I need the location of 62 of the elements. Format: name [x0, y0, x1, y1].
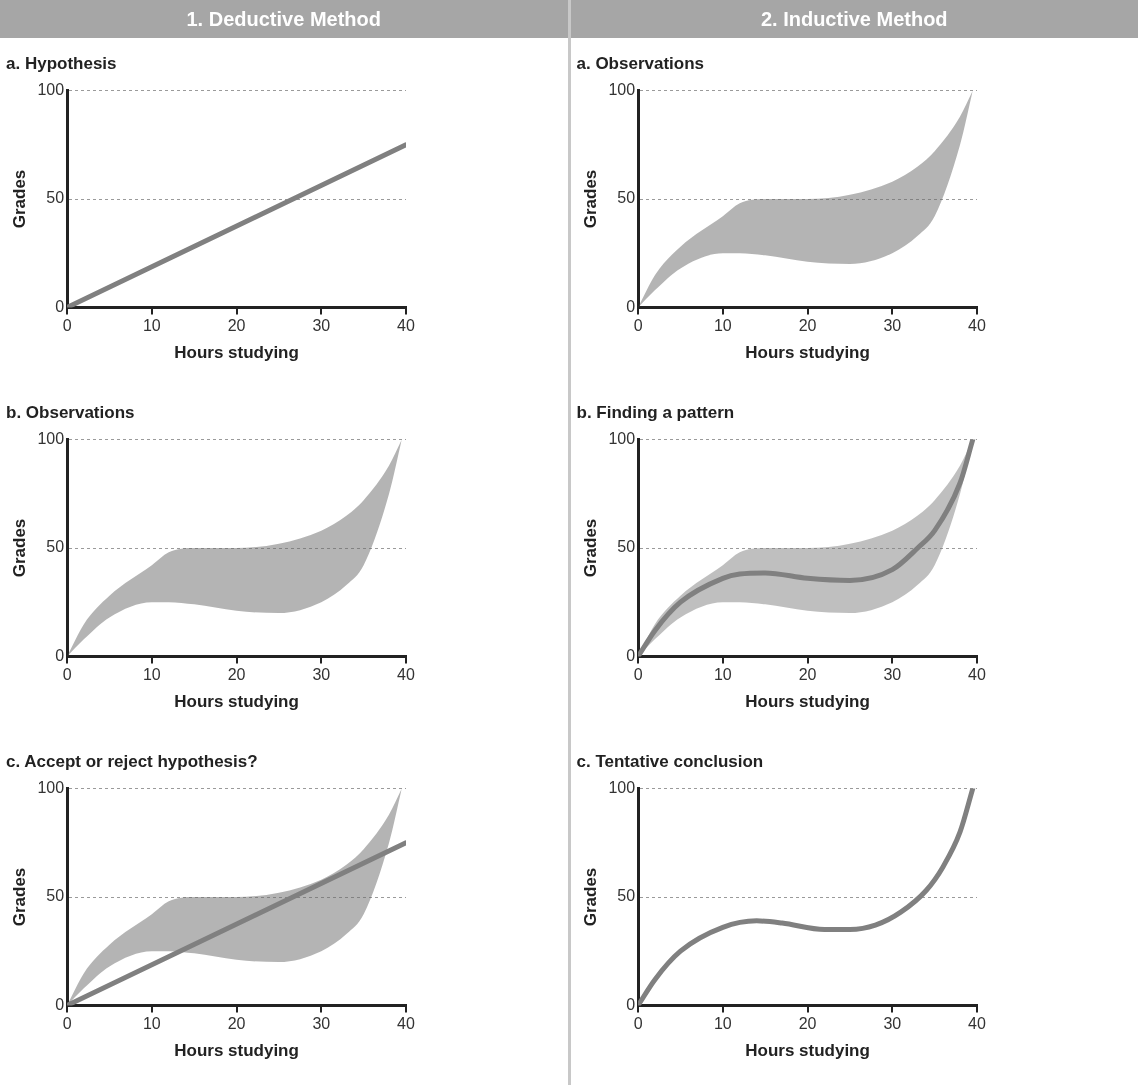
x-tick-label: 10 — [142, 666, 161, 684]
text: 2. Inductive Method — [570, 0, 1138, 38]
x-tick-label: 40 — [967, 317, 986, 335]
x-axis-title: Hours studying — [174, 1041, 299, 1061]
x-tick-label: 30 — [312, 317, 331, 335]
y-tick-label: 50 — [616, 887, 635, 905]
y-axis-title: Grades — [580, 867, 600, 927]
x-tick-label: 40 — [397, 317, 415, 335]
y-tick-label: 100 — [37, 430, 65, 448]
y-axis-title: Grades — [580, 169, 600, 229]
x-tick-label: 20 — [798, 1015, 817, 1033]
chart-title: a. Hypothesis — [6, 54, 118, 74]
x-tick-label: 10 — [142, 317, 161, 335]
y-tick-label: 50 — [616, 189, 635, 207]
y-axis-title: Grades — [9, 169, 29, 229]
x-tick-label: 40 — [967, 1015, 986, 1033]
x-tick-label: 20 — [227, 1015, 246, 1033]
y-tick-label: 0 — [625, 646, 635, 664]
y-tick-label: 100 — [37, 779, 65, 797]
x-tick-label: 20 — [798, 666, 817, 684]
x-tick-label: 20 — [227, 666, 246, 684]
x-axis-title: Hours studying — [744, 692, 870, 712]
chart-title: b. Observations — [6, 403, 136, 423]
y-tick-label: 50 — [46, 887, 65, 905]
y-tick-label: 0 — [55, 646, 65, 664]
x-tick-label: 40 — [397, 666, 415, 684]
x-tick-label: 30 — [882, 666, 901, 684]
y-axis-title: Grades — [9, 518, 29, 578]
y-tick-label: 50 — [616, 538, 635, 556]
chart-title: c. Tentative conclusion — [576, 752, 765, 772]
x-tick-label: 30 — [312, 666, 331, 684]
text: 1. Deductive Method — [0, 0, 568, 38]
y-tick-label: 50 — [46, 189, 65, 207]
y-tick-label: 50 — [46, 538, 65, 556]
x-axis-title: Hours studying — [174, 343, 299, 363]
x-tick-label: 10 — [713, 666, 732, 684]
x-axis-title: Hours studying — [744, 343, 870, 363]
x-tick-label: 10 — [713, 1015, 732, 1033]
x-axis-title: Hours studying — [174, 692, 299, 712]
chart-title: c. Accept or reject hypothesis? — [6, 752, 259, 772]
y-tick-label: 0 — [625, 297, 635, 315]
x-tick-label: 10 — [142, 1015, 161, 1033]
chart-title: a. Observations — [576, 54, 706, 74]
y-tick-label: 0 — [55, 995, 65, 1013]
x-tick-label: 30 — [882, 317, 901, 335]
x-tick-label: 20 — [227, 317, 246, 335]
y-tick-label: 0 — [625, 995, 635, 1013]
chart-title: b. Finding a pattern — [576, 403, 736, 423]
x-tick-label: 30 — [312, 1015, 331, 1033]
y-tick-label: 0 — [55, 297, 65, 315]
y-tick-label: 100 — [607, 779, 635, 797]
y-tick-label: 100 — [607, 430, 635, 448]
y-axis-title: Grades — [580, 518, 600, 578]
x-tick-label: 40 — [967, 666, 986, 684]
y-tick-label: 100 — [37, 81, 65, 99]
x-tick-label: 40 — [397, 1015, 415, 1033]
y-axis-title: Grades — [9, 867, 29, 927]
x-axis-title: Hours studying — [744, 1041, 870, 1061]
x-tick-label: 30 — [882, 1015, 901, 1033]
x-tick-label: 20 — [798, 317, 817, 335]
y-tick-label: 100 — [607, 81, 635, 99]
x-tick-label: 10 — [713, 317, 732, 335]
